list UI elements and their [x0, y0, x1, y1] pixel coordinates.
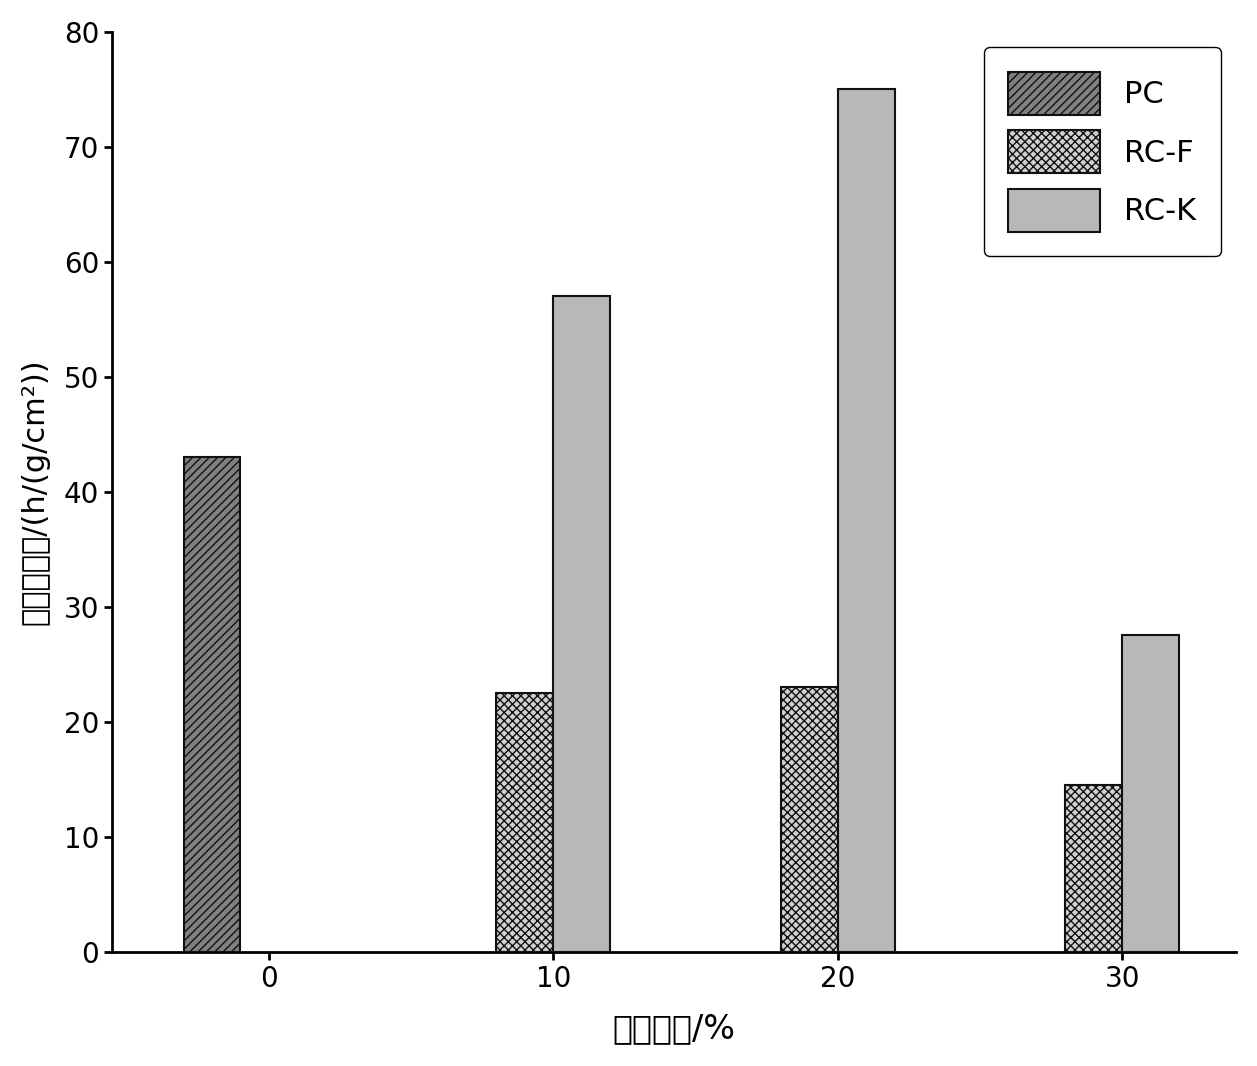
Bar [497, 693, 553, 952]
Bar [1123, 635, 1179, 952]
Bar [1066, 785, 1123, 952]
Bar [553, 296, 611, 952]
Y-axis label: 抗冲磨强度/(h/(g/cm²)): 抗冲磨强度/(h/(g/cm²)) [21, 358, 50, 625]
X-axis label: 橡胶掺量/%: 橡胶掺量/% [613, 1012, 735, 1045]
Bar [781, 688, 838, 952]
Legend: PC, RC-F, RC-K: PC, RC-F, RC-K [984, 47, 1221, 256]
Bar [838, 90, 895, 952]
Bar [184, 457, 240, 952]
